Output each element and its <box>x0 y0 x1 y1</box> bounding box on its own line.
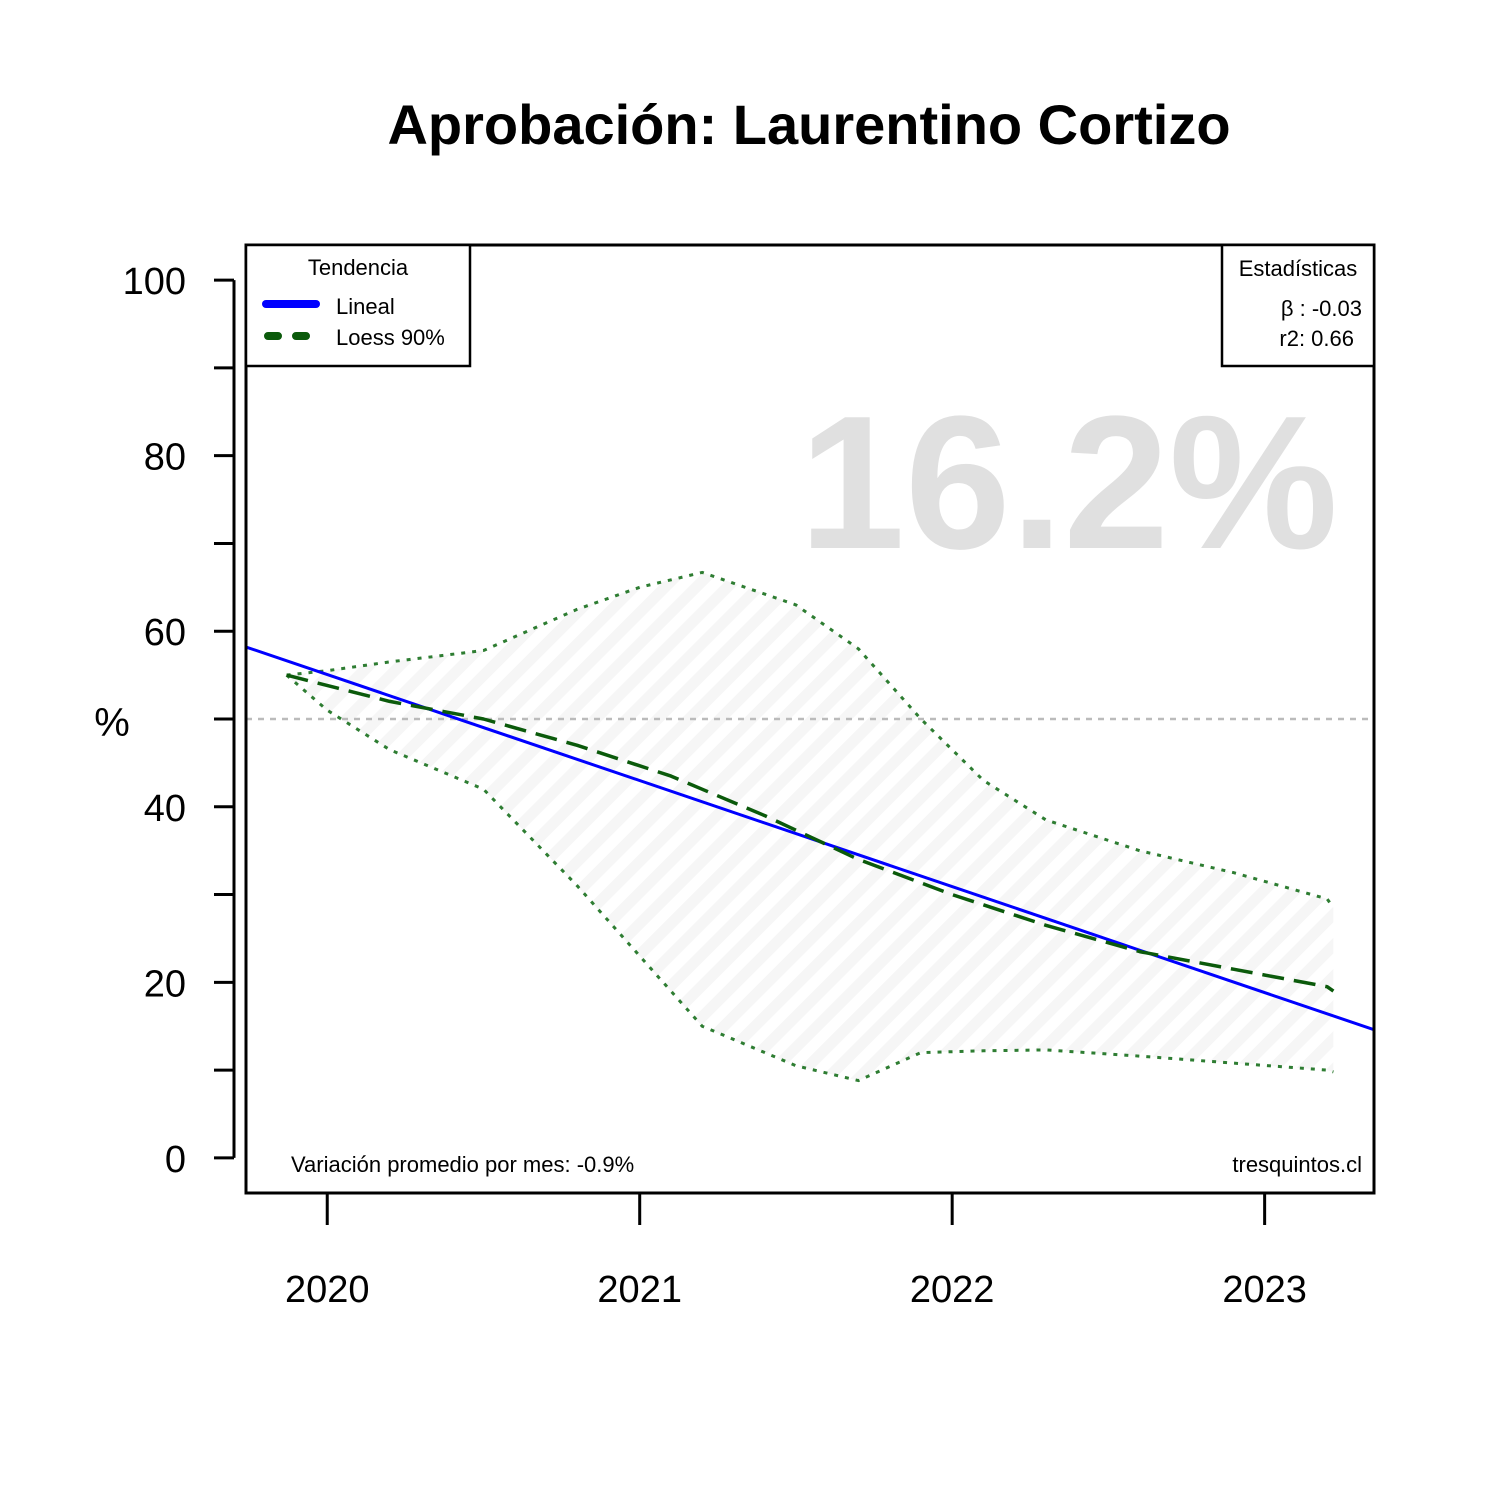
legend-stats-title: Estadísticas <box>1239 256 1358 281</box>
legend-trend: Tendencia Lineal Loess 90% <box>244 243 472 368</box>
x-tick-label: 2021 <box>597 1269 682 1311</box>
stat-beta: β : -0.03 <box>1281 296 1362 321</box>
legend-linear-label: Lineal <box>336 294 395 319</box>
legend-trend-title: Tendencia <box>308 255 409 280</box>
confidence-band-fill <box>286 572 1334 1081</box>
y-tick-label: 60 <box>144 612 186 654</box>
series-loess-line <box>286 673 1335 993</box>
x-tick-label: 2022 <box>910 1269 995 1311</box>
big-value-watermark: 16.2% <box>799 377 1338 589</box>
legend-stats-box <box>1220 243 1376 368</box>
y-tick-label: 80 <box>144 437 186 479</box>
x-tick-label: 2020 <box>285 1269 370 1311</box>
footer-source: tresquintos.cl <box>1232 1152 1362 1177</box>
plot-frame <box>244 243 1376 1195</box>
y-tick-label: 20 <box>144 963 186 1005</box>
stat-r2: r2: 0.66 <box>1279 326 1354 351</box>
band-lower-line <box>285 673 1334 1083</box>
chart-title: Aprobación: Laurentino Cortizo <box>387 93 1230 156</box>
footer-monthly-variation: Variación promedio por mes: -0.9% <box>291 1152 634 1177</box>
x-tick-label: 2023 <box>1222 1269 1307 1311</box>
y-tick-label: 100 <box>123 261 186 303</box>
plot-area <box>246 570 1374 1083</box>
legend-loess-label: Loess 90% <box>336 325 445 350</box>
y-tick-label: 0 <box>165 1139 186 1181</box>
y-tick-label: 40 <box>144 788 186 830</box>
y-axis: 0 20 40 60 80 100 <box>123 261 236 1181</box>
legend-stats: Estadísticas β : -0.03 r2: 0.66 <box>1220 243 1376 368</box>
y-axis-label: % <box>94 701 130 745</box>
x-axis: 2020 2021 2022 2023 <box>285 1193 1307 1311</box>
